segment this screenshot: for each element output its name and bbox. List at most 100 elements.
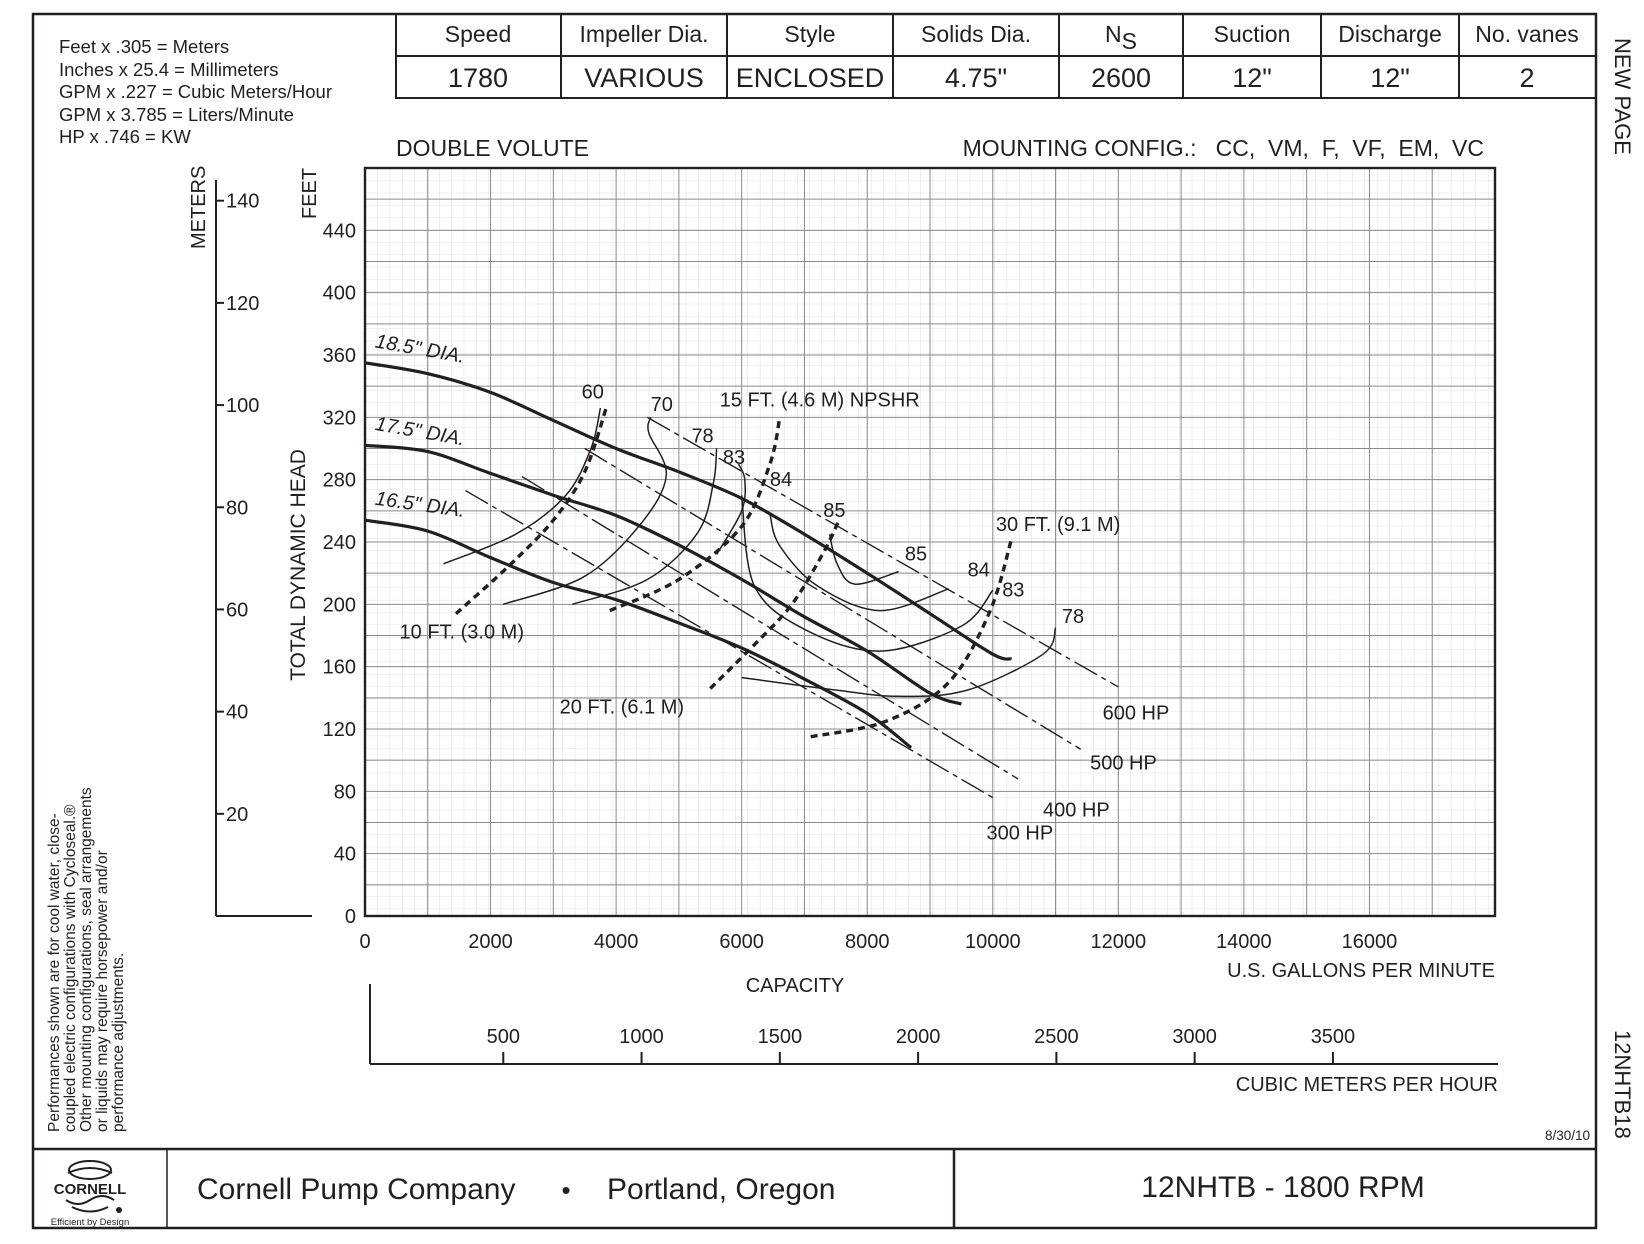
logo-dome xyxy=(68,1160,112,1180)
feet-tick-label: 320 xyxy=(323,407,356,429)
curve-label: 300 HP xyxy=(987,823,1054,845)
spec-header-ns-main: N xyxy=(1105,21,1122,47)
disclaimer-line: Other mounting configurations, seal arra… xyxy=(78,787,95,1132)
model-title: 12NHTB - 1800 RPM xyxy=(1141,1171,1424,1204)
disclaimer-line: coupled electric configurations with Cyc… xyxy=(62,804,79,1132)
spec-header-speed: Speed xyxy=(445,21,512,47)
logo-wave xyxy=(65,1195,115,1205)
logo-dot xyxy=(116,1207,122,1213)
spec-table: Speed Impeller Dia. Style Solids Dia. NS… xyxy=(395,13,1597,99)
series-npshr-curve xyxy=(810,538,1014,739)
feet-tick-label: 80 xyxy=(334,781,356,803)
series-head-curve xyxy=(364,443,962,706)
spec-header-ns-sub: S xyxy=(1122,28,1137,54)
m3h-ticks: 500 1000 1500 2000 2500 3000 3500 xyxy=(487,1026,1356,1064)
revision-date: 8/30/10 xyxy=(1545,1128,1590,1143)
meters-tick-label: 20 xyxy=(226,804,248,826)
m3h-tick-label: 3500 xyxy=(1311,1026,1356,1048)
series-npshr-curve xyxy=(609,420,781,613)
gpm-tick-label: 2000 xyxy=(468,931,513,953)
logo-tagline: Efficient by Design xyxy=(51,1217,130,1228)
spec-header-suction: Suction xyxy=(1214,21,1291,47)
series-npshr-curve xyxy=(454,405,609,615)
spec-value-style: ENCLOSED xyxy=(736,63,885,93)
spec-header-impeller: Impeller Dia. xyxy=(579,21,708,47)
spec-value-speed: 1780 xyxy=(448,63,508,93)
curve-label: 84 xyxy=(770,469,792,491)
conversion-line: Feet x .305 = Meters xyxy=(59,36,229,57)
company-name: Cornell Pump Company xyxy=(197,1173,515,1206)
series-head-curve xyxy=(364,518,913,749)
curve-label: 78 xyxy=(1062,606,1084,628)
major-grid xyxy=(365,168,1495,916)
curve-label: 78 xyxy=(691,425,713,447)
spec-value-discharge: 12" xyxy=(1370,63,1410,93)
spec-header-style: Style xyxy=(784,21,835,47)
plot-frame xyxy=(363,166,1497,918)
x-axis-title: CAPACITY xyxy=(746,975,845,997)
spec-value-vanes: 2 xyxy=(1519,63,1534,93)
m3h-tick-label: 2500 xyxy=(1034,1026,1079,1048)
logo-wordmark: CORNELL xyxy=(54,1181,127,1198)
spec-value-ns: 2600 xyxy=(1091,63,1151,93)
feet-tick-label: 240 xyxy=(323,532,356,554)
spec-header-vanes: No. vanes xyxy=(1475,21,1579,47)
curve-label: 500 HP xyxy=(1090,753,1157,775)
curve-label: 83 xyxy=(723,447,745,469)
curve-label: 83 xyxy=(1002,580,1024,602)
mounting-config-label: MOUNTING CONFIG.: CC, VM, F, VF, EM, VC xyxy=(963,135,1484,161)
m3h-tick-label: 1500 xyxy=(758,1026,803,1048)
curve-label: 60 xyxy=(582,382,604,404)
spec-header-ns: NS xyxy=(1105,21,1137,54)
feet-tick-label: 440 xyxy=(323,220,356,242)
meters-tick-label: 120 xyxy=(226,293,259,315)
meters-ticks: 20 40 60 80 100 120 140 xyxy=(216,191,259,826)
conversion-line: GPM x 3.785 = Liters/Minute xyxy=(59,104,294,125)
volute-label: DOUBLE VOLUTE xyxy=(396,135,589,161)
curve-label: 10 FT. (3.0 M) xyxy=(400,622,524,644)
disclaimer: Performances shown are for cool water, c… xyxy=(46,787,127,1132)
m3h-tick-label: 500 xyxy=(487,1026,520,1048)
meters-tick-label: 140 xyxy=(226,191,259,213)
conversion-notes: Feet x .305 = Meters Inches x 25.4 = Mil… xyxy=(59,36,332,147)
series-efficiency-curve xyxy=(502,417,668,606)
series-efficiency-curve xyxy=(769,513,950,612)
conversion-line: HP x .746 = KW xyxy=(59,126,191,147)
gpm-tick-label: 6000 xyxy=(719,931,764,953)
series-efficiency-curve xyxy=(740,495,994,652)
spec-header-solids: Solids Dia. xyxy=(921,21,1031,47)
gpm-tick-label: 16000 xyxy=(1342,931,1398,953)
disclaimer-line: Performances shown are for cool water, c… xyxy=(46,813,63,1132)
meters-tick-label: 40 xyxy=(226,702,248,724)
cornell-logo: CORNELL Efficient by Design xyxy=(51,1160,130,1228)
series-horsepower-curve xyxy=(584,447,1082,750)
gpm-tick-label: 4000 xyxy=(594,931,639,953)
gpm-tick-label: 10000 xyxy=(965,931,1021,953)
gpm-axis-unit: U.S. GALLONS PER MINUTE xyxy=(1227,960,1495,982)
feet-tick-label: 400 xyxy=(323,283,356,305)
meters-tick-label: 100 xyxy=(226,395,259,417)
company-location: Portland, Oregon xyxy=(607,1173,835,1206)
m3h-axis-unit: CUBIC METERS PER HOUR xyxy=(1236,1074,1498,1096)
series-head-curve xyxy=(364,361,1012,661)
curve-label: 600 HP xyxy=(1103,703,1170,725)
series-efficiency-curve xyxy=(571,448,718,606)
series-efficiency-curve xyxy=(715,463,747,555)
y-axis-title: TOTAL DYNAMIC HEAD xyxy=(287,449,310,681)
head-curves xyxy=(364,361,1012,749)
meters-axis-unit: METERS xyxy=(188,166,210,249)
meters-tick-label: 80 xyxy=(226,497,248,519)
series-horsepower-curve xyxy=(647,416,1119,688)
gpm-tick-label: 14000 xyxy=(1216,931,1272,953)
m3h-tick-label: 1000 xyxy=(619,1026,664,1048)
conversion-line: Inches x 25.4 = Millimeters xyxy=(59,59,279,80)
feet-tick-label: 280 xyxy=(323,470,356,492)
side-label-new-page: NEW PAGE xyxy=(1610,38,1635,155)
curve-label: 84 xyxy=(968,559,990,581)
meters-tick-label: 60 xyxy=(226,599,248,621)
curve-label: 85 xyxy=(823,500,845,522)
logo-wave xyxy=(71,1206,109,1213)
feet-tick-label: 40 xyxy=(334,844,356,866)
curve-label: 85 xyxy=(905,544,927,566)
feet-axis-unit: FEET xyxy=(299,168,321,219)
